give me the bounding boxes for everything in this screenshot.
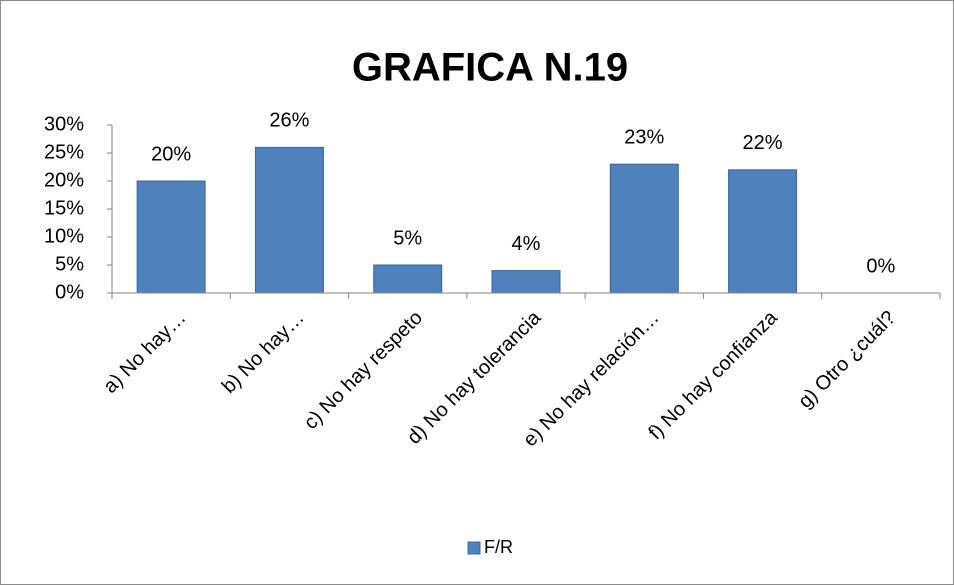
bar: [728, 169, 798, 294]
value-label: 22%: [743, 132, 783, 154]
bar: [254, 146, 324, 294]
y-tick-label: 20%: [44, 169, 84, 191]
y-tick-label: 25%: [44, 141, 84, 163]
bar: [491, 270, 561, 294]
bar: [609, 163, 679, 294]
value-label: 23%: [624, 126, 664, 148]
y-tick-label: 5%: [55, 253, 84, 275]
bar: [373, 264, 443, 294]
bar: [136, 180, 206, 294]
y-tick-label: 10%: [44, 225, 84, 247]
value-label: 20%: [151, 143, 191, 165]
value-label: 0%: [866, 255, 895, 277]
value-label: 26%: [269, 110, 309, 132]
y-tick-label: 15%: [44, 197, 84, 219]
value-label: 4%: [512, 233, 541, 255]
chart-title: GRAFICA N.19: [352, 46, 628, 90]
legend-swatch: [467, 541, 481, 555]
value-label: 5%: [393, 227, 422, 249]
legend-label: F/R: [484, 537, 513, 557]
y-tick-label: 0%: [55, 281, 84, 303]
y-tick-label: 30%: [44, 113, 84, 135]
